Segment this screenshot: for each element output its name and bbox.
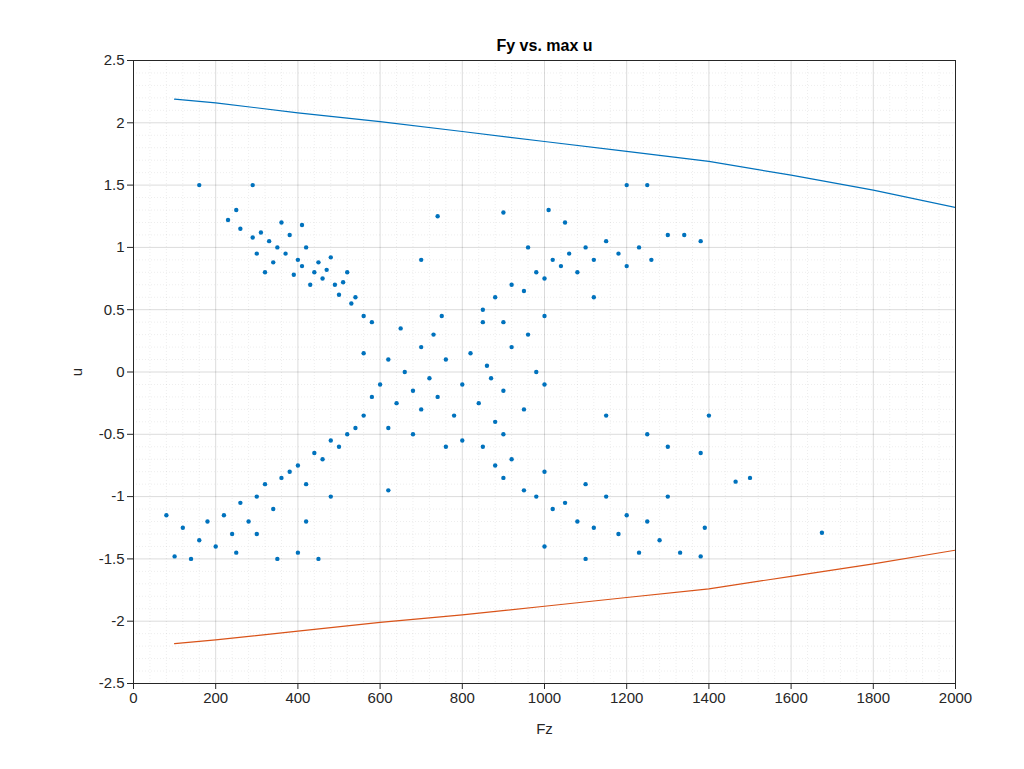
svg-text:2.5: 2.5 [104,51,125,68]
svg-text:Fz: Fz [536,720,553,737]
svg-text:2: 2 [116,114,124,131]
svg-text:1600: 1600 [774,689,807,706]
svg-text:1000: 1000 [528,689,561,706]
svg-text:-2.5: -2.5 [99,674,125,691]
svg-text:u: u [68,368,85,376]
svg-text:400: 400 [285,689,310,706]
svg-text:-1: -1 [111,487,124,504]
svg-text:0: 0 [129,689,137,706]
svg-text:800: 800 [450,689,475,706]
svg-text:Fy vs. max u: Fy vs. max u [496,37,592,54]
svg-text:2000: 2000 [939,689,972,706]
svg-text:0.5: 0.5 [104,301,125,318]
svg-text:600: 600 [368,689,393,706]
svg-text:1.5: 1.5 [104,176,125,193]
svg-text:200: 200 [203,689,228,706]
svg-text:-0.5: -0.5 [99,425,125,442]
svg-text:1400: 1400 [692,689,725,706]
svg-text:1200: 1200 [610,689,643,706]
svg-text:-2: -2 [111,612,124,629]
svg-text:1800: 1800 [857,689,890,706]
svg-text:1: 1 [116,238,124,255]
svg-text:-1.5: -1.5 [99,550,125,567]
svg-text:0: 0 [116,363,124,380]
